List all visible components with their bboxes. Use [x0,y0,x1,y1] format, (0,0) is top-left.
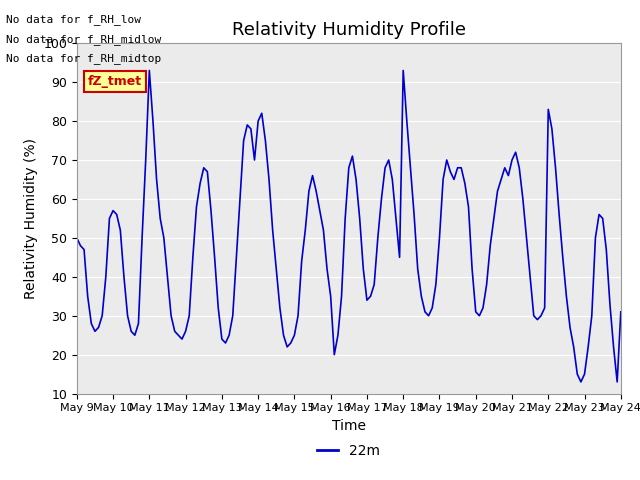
Y-axis label: Relativity Humidity (%): Relativity Humidity (%) [24,138,38,299]
Legend: 22m: 22m [312,439,386,464]
X-axis label: Time: Time [332,419,366,433]
Text: No data for f_RH_midtop: No data for f_RH_midtop [6,53,162,64]
Title: Relativity Humidity Profile: Relativity Humidity Profile [232,21,466,39]
Text: No data for f_RH_low: No data for f_RH_low [6,14,141,25]
Text: fZ_tmet: fZ_tmet [88,75,142,88]
Text: No data for f_RH_midlow: No data for f_RH_midlow [6,34,162,45]
